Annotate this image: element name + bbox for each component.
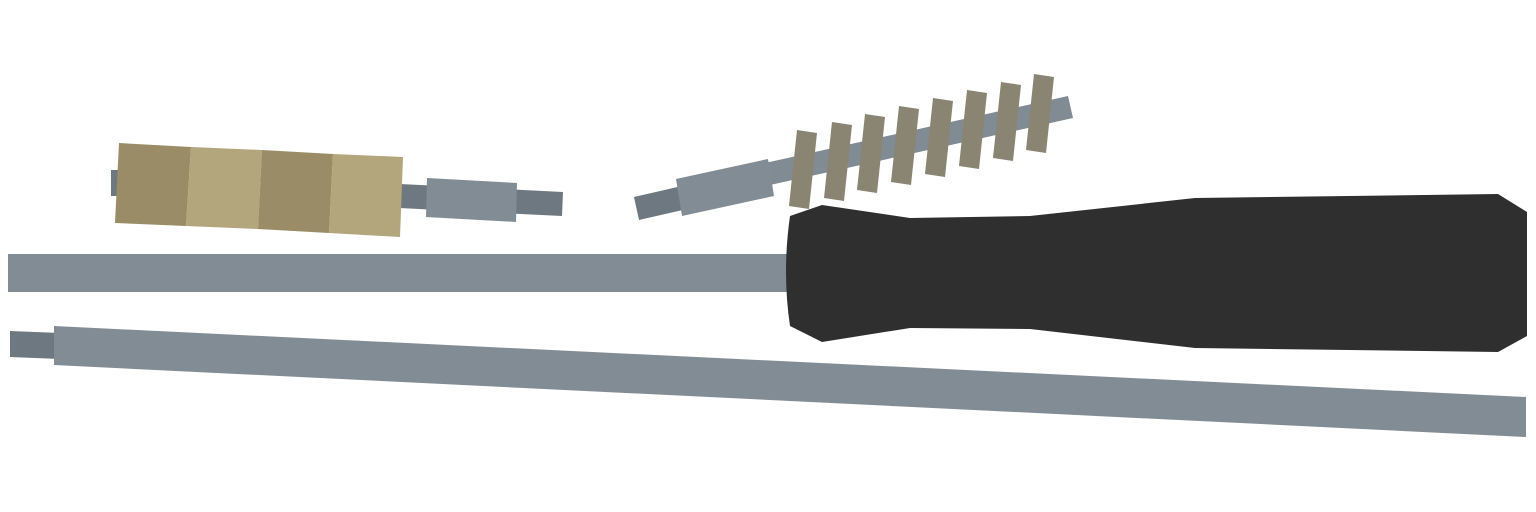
bristle [1026, 74, 1054, 153]
bristle [993, 82, 1021, 161]
bristle [891, 106, 919, 185]
brush-bristles [789, 74, 1054, 209]
mop-pad-segment-1 [115, 143, 191, 226]
bristle [925, 98, 953, 177]
bristle [824, 122, 852, 201]
brush-collar [676, 159, 774, 216]
extension-tip [10, 331, 60, 359]
mop-pad-segment-3 [258, 150, 333, 233]
rod-handle [786, 194, 1527, 352]
extension-rod [54, 326, 1526, 437]
rod-handle-assembly [8, 194, 1527, 352]
rod-shaft [8, 254, 800, 292]
brush-tip [634, 186, 687, 220]
bristle [789, 130, 817, 209]
mop-collar [426, 178, 517, 222]
bristle [959, 90, 987, 169]
bristle [857, 114, 885, 193]
rod-extension-section [10, 326, 1526, 437]
bore-brush-attachment [634, 74, 1073, 220]
mop-pad-segment-4 [329, 154, 403, 237]
mop-pad-segment-2 [186, 147, 262, 229]
cotton-mop-attachment [111, 143, 563, 237]
